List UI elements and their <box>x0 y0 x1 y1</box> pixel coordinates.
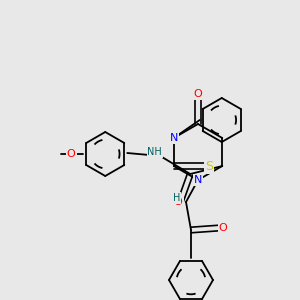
Text: S: S <box>205 160 213 172</box>
Text: H: H <box>172 193 180 203</box>
Text: O: O <box>194 89 202 99</box>
Text: O: O <box>219 223 227 233</box>
Text: NH: NH <box>148 147 162 157</box>
Text: O: O <box>67 149 76 159</box>
Text: N: N <box>169 133 178 143</box>
Text: O: O <box>174 197 183 207</box>
Text: N: N <box>194 175 202 185</box>
